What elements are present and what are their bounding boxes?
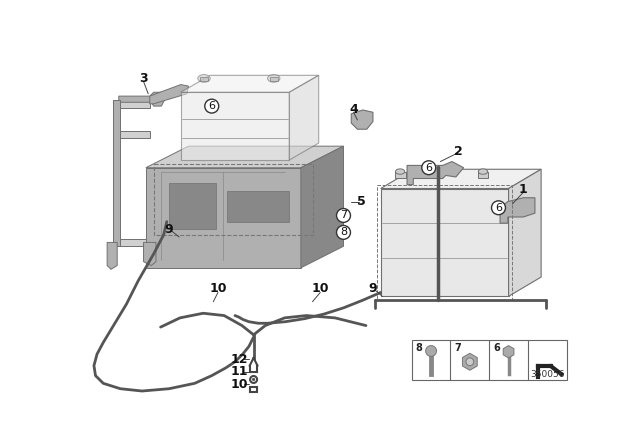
Circle shape: [337, 225, 351, 239]
Polygon shape: [113, 100, 150, 108]
Bar: [477, 172, 488, 178]
Polygon shape: [463, 353, 477, 370]
Text: 12: 12: [230, 353, 248, 366]
Text: 10: 10: [312, 282, 329, 295]
Ellipse shape: [478, 169, 488, 174]
Circle shape: [466, 358, 474, 366]
Bar: [412, 340, 566, 380]
Polygon shape: [509, 169, 541, 296]
Text: 10: 10: [230, 378, 248, 391]
Text: 6: 6: [425, 163, 432, 173]
Polygon shape: [289, 75, 319, 160]
Polygon shape: [407, 162, 463, 185]
Ellipse shape: [396, 169, 404, 174]
Polygon shape: [381, 189, 509, 296]
Text: 5: 5: [357, 195, 365, 208]
Polygon shape: [146, 168, 301, 268]
Polygon shape: [113, 100, 120, 246]
Polygon shape: [169, 183, 216, 229]
Circle shape: [337, 208, 351, 222]
Ellipse shape: [198, 74, 210, 82]
Text: 6: 6: [208, 101, 215, 111]
Text: 6: 6: [493, 343, 500, 353]
Polygon shape: [119, 92, 165, 106]
Circle shape: [205, 99, 219, 113]
Text: 2: 2: [454, 145, 463, 158]
Polygon shape: [503, 345, 514, 358]
Text: 9: 9: [369, 282, 377, 295]
Polygon shape: [120, 131, 150, 138]
Bar: [270, 77, 278, 82]
Text: 1: 1: [519, 183, 527, 196]
Circle shape: [252, 378, 255, 381]
Bar: [250, 387, 257, 392]
Polygon shape: [351, 110, 373, 129]
Polygon shape: [500, 198, 535, 223]
Circle shape: [422, 161, 436, 175]
Circle shape: [426, 345, 436, 356]
Polygon shape: [146, 146, 344, 168]
Text: 9: 9: [165, 223, 173, 236]
Ellipse shape: [268, 74, 280, 82]
Polygon shape: [301, 146, 344, 268]
Circle shape: [492, 201, 506, 215]
Polygon shape: [227, 191, 289, 222]
Text: 7: 7: [340, 211, 347, 220]
Polygon shape: [143, 242, 156, 266]
Polygon shape: [113, 238, 154, 246]
Text: 8: 8: [415, 343, 422, 353]
Polygon shape: [150, 85, 189, 104]
Text: 10: 10: [209, 282, 227, 295]
Text: 8: 8: [340, 228, 347, 237]
Bar: [395, 172, 406, 178]
Text: 7: 7: [454, 343, 461, 353]
Polygon shape: [107, 242, 117, 269]
Text: 3: 3: [140, 72, 148, 85]
Polygon shape: [180, 92, 289, 160]
Text: 350056: 350056: [530, 370, 564, 379]
Polygon shape: [180, 75, 319, 92]
Text: 6: 6: [495, 203, 502, 213]
Text: 4: 4: [349, 103, 358, 116]
Bar: [200, 77, 208, 82]
Text: 11: 11: [230, 365, 248, 378]
Polygon shape: [381, 169, 541, 189]
